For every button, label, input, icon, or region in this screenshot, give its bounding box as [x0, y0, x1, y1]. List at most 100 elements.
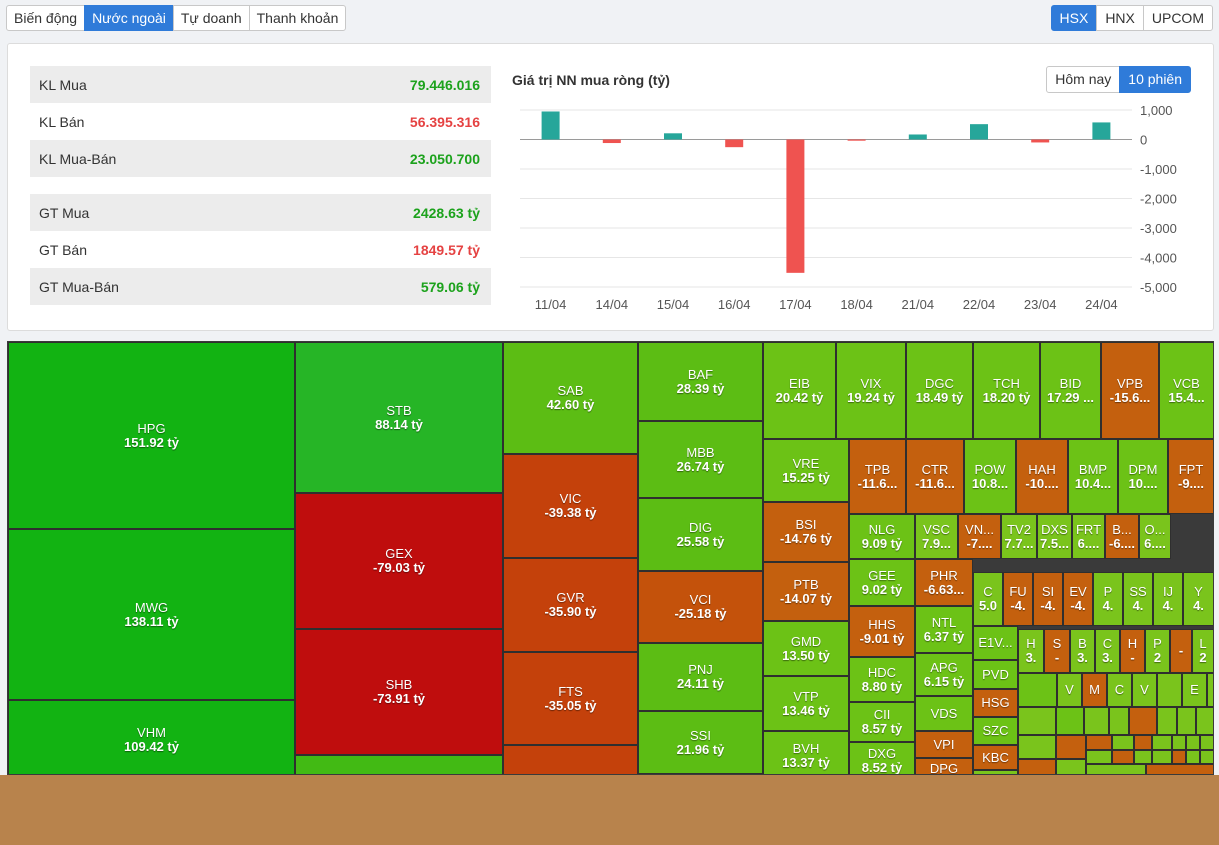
treemap-small-tile[interactable]	[1086, 750, 1112, 764]
treemap-tile-c[interactable]: C 3.	[1095, 629, 1120, 673]
exchange-hsx[interactable]: HSX	[1050, 5, 1098, 31]
tab-thanh-khoan[interactable]: Thanh khoản	[248, 5, 347, 31]
treemap-tile-vre[interactable]: VRE 15.25 tỷ	[763, 439, 849, 502]
treemap-tile-vic[interactable]: VIC -39.38 tỷ	[503, 454, 638, 558]
treemap-tile-tpb[interactable]: TPB -11.6...	[849, 439, 906, 514]
treemap-tile-b[interactable]: B... -6....	[1105, 514, 1139, 559]
treemap-small-tile[interactable]	[1112, 735, 1134, 750]
treemap-small-tile[interactable]	[1186, 750, 1200, 764]
treemap-small-tile[interactable]	[1086, 735, 1112, 750]
treemap-small-tile[interactable]	[1152, 750, 1172, 764]
treemap-tile-bsi[interactable]: BSI -14.76 tỷ	[763, 502, 849, 562]
treemap-small-tile[interactable]	[1018, 707, 1056, 735]
treemap-tile-pnj[interactable]: PNJ 24.11 tỷ	[638, 643, 763, 711]
treemap-tile-baf[interactable]: BAF 28.39 tỷ	[638, 342, 763, 421]
treemap-tile-dxg[interactable]: DXG 8.52 tỷ	[849, 742, 915, 774]
treemap-tile-mbb[interactable]: MBB 26.74 tỷ	[638, 421, 763, 498]
treemap-small-tile[interactable]	[973, 770, 1018, 774]
treemap-tile-vix[interactable]: VIX 19.24 tỷ	[836, 342, 906, 439]
treemap-small-tile[interactable]	[1172, 735, 1186, 750]
treemap-tile-dpm[interactable]: DPM 10....	[1118, 439, 1168, 514]
exchange-upcom[interactable]: UPCOM	[1142, 5, 1213, 31]
treemap-tile-hsg[interactable]: HSG	[973, 689, 1018, 717]
period-today-button[interactable]: Hôm nay	[1046, 66, 1121, 93]
treemap-small-tile[interactable]	[1157, 673, 1182, 707]
treemap-small-tile[interactable]	[1086, 764, 1146, 774]
treemap-small-tile[interactable]	[1129, 707, 1157, 735]
treemap-tile-ss[interactable]: SS 4.	[1123, 572, 1153, 626]
treemap-small-tile[interactable]	[1207, 673, 1213, 707]
treemap-tile-tv2[interactable]: TV2 7.7...	[1001, 514, 1037, 559]
treemap-tile-hah[interactable]: HAH -10....	[1016, 439, 1068, 514]
treemap-tile-dgc[interactable]: DGC 18.49 tỷ	[906, 342, 973, 439]
treemap-small-tile[interactable]	[1200, 735, 1213, 750]
treemap-tile-ij[interactable]: IJ 4.	[1153, 572, 1183, 626]
treemap-small-tile[interactable]	[1134, 735, 1152, 750]
treemap-tile-dxs[interactable]: DXS 7.5...	[1037, 514, 1072, 559]
treemap-tile-v[interactable]: V	[1132, 673, 1157, 707]
treemap-small-tile[interactable]	[1018, 759, 1056, 774]
treemap-tile-shb[interactable]: SHB -73.91 tỷ	[295, 629, 503, 755]
treemap-tile-vsc[interactable]: VSC 7.9...	[915, 514, 958, 559]
treemap-small-tile[interactable]	[1186, 735, 1200, 750]
treemap-tile-gee[interactable]: GEE 9.02 tỷ	[849, 559, 915, 606]
treemap-tile-vtp[interactable]: VTP 13.46 tỷ	[763, 676, 849, 731]
treemap-tile-vhm[interactable]: VHM 109.42 tỷ	[8, 700, 295, 774]
treemap-tile-vcb[interactable]: VCB 15.4...	[1159, 342, 1213, 439]
treemap-tile-ev[interactable]: EV -4.	[1063, 572, 1093, 626]
treemap-tile-szc[interactable]: SZC	[973, 717, 1018, 745]
exchange-hnx[interactable]: HNX	[1096, 5, 1144, 31]
treemap-tile-bmp[interactable]: BMP 10.4...	[1068, 439, 1118, 514]
treemap-tile-h[interactable]: H-	[1120, 629, 1145, 673]
treemap-small-tile[interactable]	[1200, 750, 1213, 764]
treemap-tile-hdc[interactable]: HDC 8.80 tỷ	[849, 657, 915, 702]
treemap-tile-ctr[interactable]: CTR -11.6...	[906, 439, 964, 514]
treemap-tile-apg[interactable]: APG 6.15 tỷ	[915, 653, 973, 696]
treemap-tile-ptb[interactable]: PTB -14.07 tỷ	[763, 562, 849, 621]
treemap-tile-si[interactable]: SI -4.	[1033, 572, 1063, 626]
treemap-tile-nlg[interactable]: NLG 9.09 tỷ	[849, 514, 915, 559]
treemap-tile-vci[interactable]: VCI -25.18 tỷ	[638, 571, 763, 643]
treemap-tile-sab[interactable]: SAB 42.60 tỷ	[503, 342, 638, 454]
treemap-small-tile[interactable]	[1109, 707, 1129, 735]
treemap-tile-gmd[interactable]: GMD 13.50 tỷ	[763, 621, 849, 676]
treemap-tile-tch[interactable]: TCH 18.20 tỷ	[973, 342, 1040, 439]
treemap-tile[interactable]	[503, 745, 638, 774]
treemap-tile-fu[interactable]: FU -4.	[1003, 572, 1033, 626]
treemap-tile-e1v[interactable]: E1V...	[973, 626, 1018, 660]
treemap-tile[interactable]: -	[1170, 629, 1192, 673]
treemap-tile-p[interactable]: P 4.	[1093, 572, 1123, 626]
treemap-tile-phr[interactable]: PHR -6.63...	[915, 559, 973, 606]
treemap-small-tile[interactable]	[1152, 735, 1172, 750]
treemap-tile-vds[interactable]: VDS	[915, 696, 973, 731]
treemap-tile-h[interactable]: H 3.	[1018, 629, 1044, 673]
treemap-tile-pow[interactable]: POW 10.8...	[964, 439, 1016, 514]
treemap-small-tile[interactable]	[1177, 707, 1196, 735]
treemap-tile-ntl[interactable]: NTL 6.37 tỷ	[915, 606, 973, 653]
treemap-tile-eib[interactable]: EIB 20.42 tỷ	[763, 342, 836, 439]
treemap-tile-c[interactable]: C 5.0	[973, 572, 1003, 626]
treemap-tile-e[interactable]: E	[1182, 673, 1207, 707]
treemap-tile-ssi[interactable]: SSI 21.96 tỷ	[638, 711, 763, 774]
treemap-tile-gvr[interactable]: GVR -35.90 tỷ	[503, 558, 638, 652]
treemap-tile-frt[interactable]: FRT 6....	[1072, 514, 1105, 559]
treemap-small-tile[interactable]	[1018, 673, 1057, 707]
treemap-tile-pvd[interactable]: PVD	[973, 660, 1018, 689]
treemap-small-tile[interactable]	[1134, 750, 1152, 764]
treemap-tile-s[interactable]: S-	[1044, 629, 1070, 673]
treemap-small-tile[interactable]	[1172, 750, 1186, 764]
treemap-tile-bvh[interactable]: BVH 13.37 tỷ	[763, 731, 849, 774]
treemap-small-tile[interactable]	[1056, 759, 1086, 774]
treemap-small-tile[interactable]	[1084, 707, 1109, 735]
treemap-small-tile[interactable]	[1056, 735, 1086, 759]
treemap-tile-gex[interactable]: GEX -79.03 tỷ	[295, 493, 503, 629]
treemap-tile-m[interactable]: M	[1082, 673, 1107, 707]
treemap-tile-mwg[interactable]: MWG 138.11 tỷ	[8, 529, 295, 700]
treemap-tile-dpg[interactable]: DPG	[915, 758, 973, 774]
treemap-tile-kbc[interactable]: KBC	[973, 745, 1018, 770]
period-10-sessions-button[interactable]: 10 phiên	[1119, 66, 1191, 93]
treemap-tile[interactable]	[295, 755, 503, 774]
treemap-tile-y[interactable]: Y 4.	[1183, 572, 1213, 626]
tab-nuoc-ngoai[interactable]: Nước ngoài	[84, 5, 174, 31]
